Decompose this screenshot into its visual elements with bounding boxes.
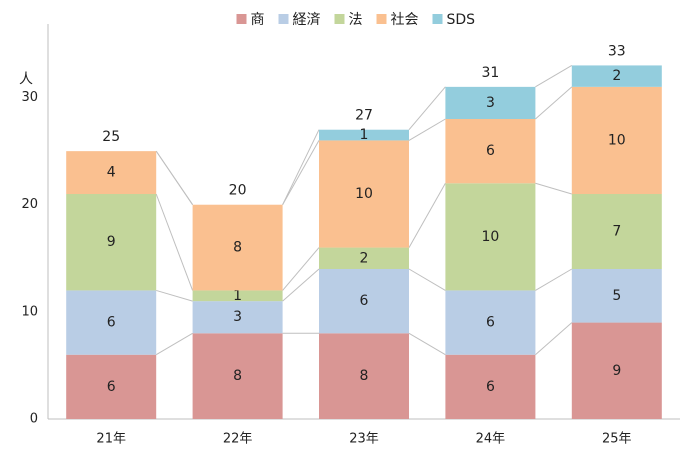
data-label: 6 <box>486 315 495 331</box>
series-line <box>408 268 446 291</box>
bar-segment <box>319 269 409 334</box>
bar-segment <box>319 140 409 248</box>
series-line <box>535 64 573 88</box>
series-line <box>408 86 446 131</box>
bar-segment <box>445 183 536 291</box>
x-tick-label: 21年 <box>96 432 126 447</box>
bar-segment <box>192 333 283 419</box>
data-label: 10 <box>355 186 373 202</box>
bar-segment <box>571 269 662 323</box>
x-tick-label: 22年 <box>223 432 253 447</box>
series-line <box>282 140 320 205</box>
bar-segment <box>66 151 157 194</box>
data-label: 6 <box>360 293 369 309</box>
series-line <box>282 268 320 302</box>
bar-segment <box>319 333 409 419</box>
legend-label: 経済 <box>293 12 321 28</box>
series-line <box>282 129 320 205</box>
y-tick-label: 20 <box>21 197 38 212</box>
data-label: 2 <box>360 250 369 266</box>
bar-segment <box>571 86 662 194</box>
data-label: 6 <box>107 379 116 395</box>
data-label: 3 <box>486 95 495 111</box>
data-label: 9 <box>612 363 621 379</box>
bar-segment <box>66 354 157 419</box>
total-label: 25 <box>102 129 120 145</box>
bar-segment <box>319 129 409 141</box>
y-axis-unit-label: 人 <box>19 72 33 88</box>
data-label: 2 <box>612 68 621 84</box>
y-tick-label: 0 <box>30 412 38 427</box>
data-label: 5 <box>612 288 621 304</box>
bar-segment <box>445 119 536 184</box>
legend-swatch <box>376 14 387 24</box>
data-label: 3 <box>233 309 242 325</box>
legend-swatch <box>432 14 443 24</box>
series-line <box>282 247 320 291</box>
series-line <box>535 322 573 356</box>
x-tick-label: 23年 <box>349 432 379 447</box>
total-label: 33 <box>608 43 626 59</box>
bar-segment <box>571 194 662 269</box>
data-label: 8 <box>360 368 369 384</box>
data-label: 7 <box>612 224 621 240</box>
series-line <box>155 150 194 205</box>
total-label: 31 <box>481 65 499 81</box>
legend-label: 法 <box>349 12 363 28</box>
legend-label: 社会 <box>391 12 419 28</box>
total-label: 27 <box>355 108 373 124</box>
series-line <box>408 332 446 356</box>
data-label: 6 <box>107 315 116 331</box>
bar-segment <box>445 290 536 355</box>
data-label: 1 <box>360 127 369 143</box>
bar-segment <box>571 322 662 419</box>
bar-segment <box>445 86 536 119</box>
x-tick-label: 24年 <box>476 432 506 447</box>
data-label: 8 <box>233 368 242 384</box>
bar-segment <box>319 247 409 269</box>
bar-segment <box>192 290 283 302</box>
total-label: 20 <box>229 183 247 199</box>
series-line <box>408 183 446 248</box>
series-line <box>535 86 573 120</box>
bar-segment <box>571 65 662 87</box>
data-label: 10 <box>608 132 626 148</box>
legend-swatch <box>236 14 247 24</box>
series-line <box>156 289 193 302</box>
legend-swatch <box>278 14 289 24</box>
data-label: 4 <box>107 165 116 181</box>
legend-label: SDS <box>447 12 476 28</box>
data-label: 8 <box>233 240 242 256</box>
data-label: 6 <box>486 379 495 395</box>
series-line <box>155 332 193 356</box>
legend-swatch <box>334 14 345 24</box>
legend-label: 商 <box>251 12 265 28</box>
x-tick-label: 25年 <box>602 432 632 447</box>
y-tick-label: 10 <box>21 304 38 319</box>
bar-segment <box>192 204 283 291</box>
series-line <box>408 118 446 141</box>
data-label: 10 <box>481 229 499 245</box>
data-label: 6 <box>486 143 495 159</box>
series-line <box>535 182 572 195</box>
bar-segment <box>66 194 157 291</box>
bar-segment <box>66 290 157 355</box>
bar-segment <box>192 301 283 334</box>
y-tick-label: 30 <box>21 90 38 105</box>
data-label: 1 <box>233 288 242 304</box>
bar-segment <box>445 354 536 419</box>
data-label: 9 <box>107 234 116 250</box>
series-line <box>155 193 194 291</box>
series-line <box>535 268 573 291</box>
